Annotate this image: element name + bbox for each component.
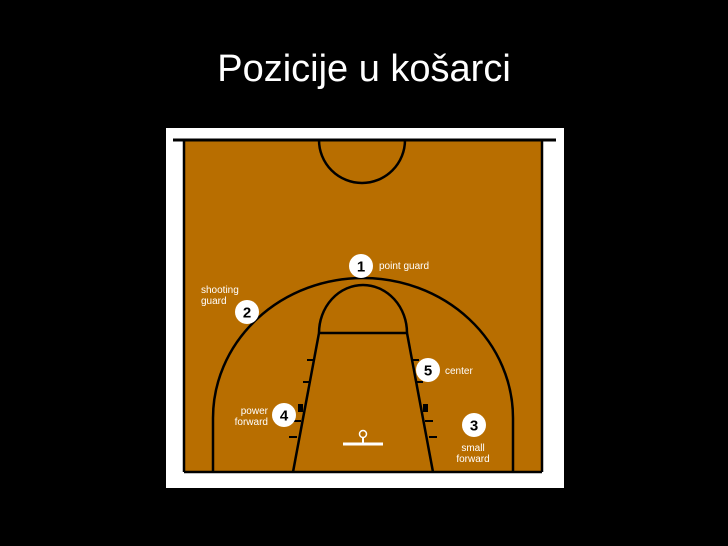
slide-title: Pozicije u košarci bbox=[217, 48, 511, 90]
position-3-circle bbox=[462, 413, 486, 437]
center-circle bbox=[317, 139, 407, 185]
three-point-line bbox=[211, 276, 515, 472]
position-3-label-line-2: forward bbox=[456, 454, 489, 465]
position-3-marker: 3 bbox=[462, 413, 486, 437]
position-4-label-line-1: power bbox=[241, 406, 269, 417]
position-2-marker: 2 bbox=[235, 300, 259, 324]
position-3-number: 3 bbox=[470, 418, 478, 435]
free-throw-circle bbox=[317, 283, 409, 334]
position-4-marker: 4 bbox=[272, 403, 296, 427]
key-right-line bbox=[405, 332, 435, 473]
rim bbox=[358, 429, 368, 439]
position-5-number: 5 bbox=[424, 363, 432, 380]
position-2-circle bbox=[235, 300, 259, 324]
position-5-label: center bbox=[445, 366, 473, 377]
position-4-label-line-2: forward bbox=[235, 417, 268, 428]
position-5-circle bbox=[416, 358, 440, 382]
position-4-circle bbox=[272, 403, 296, 427]
position-1-marker: 1 bbox=[349, 254, 373, 278]
position-4-number: 4 bbox=[280, 408, 289, 425]
position-5-marker: 5 bbox=[416, 358, 440, 382]
court-diagram: 1 point guard shooting guard 2 5 center … bbox=[166, 128, 564, 488]
position-2-label-line-1: shooting bbox=[201, 285, 239, 296]
lane-block bbox=[298, 404, 303, 412]
half-court-svg: 1 point guard shooting guard 2 5 center … bbox=[166, 128, 564, 488]
position-2-number: 2 bbox=[243, 305, 251, 322]
lane-block bbox=[423, 404, 428, 412]
position-2-label-line-2: guard bbox=[201, 296, 227, 307]
position-1-label: point guard bbox=[379, 261, 429, 272]
position-1-number: 1 bbox=[357, 259, 365, 276]
key-left-line bbox=[291, 332, 321, 473]
position-1-circle bbox=[349, 254, 373, 278]
position-3-label-line-1: small bbox=[461, 443, 484, 454]
